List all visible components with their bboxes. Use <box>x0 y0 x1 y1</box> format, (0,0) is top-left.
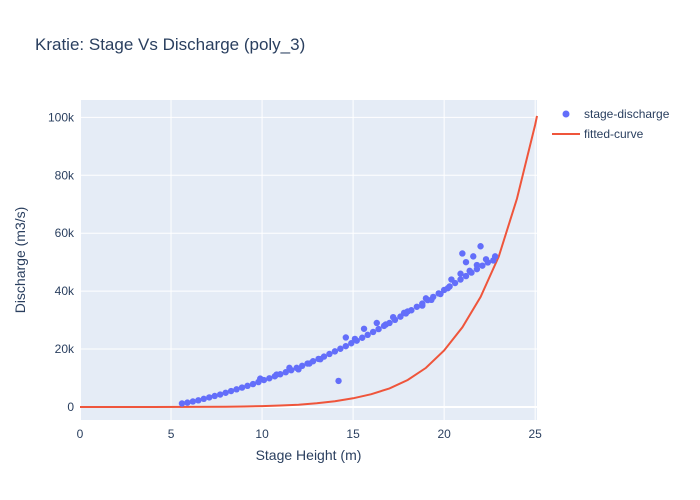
data-point[interactable] <box>491 253 499 260</box>
y-axis-title: Discharge (m3/s) <box>12 207 28 314</box>
legend-label-fitted-curve[interactable]: fitted-curve <box>584 127 644 141</box>
data-point[interactable] <box>211 392 218 400</box>
data-point[interactable] <box>419 302 426 309</box>
data-point[interactable] <box>233 386 240 393</box>
x-tick-label: 0 <box>77 427 84 441</box>
data-point[interactable] <box>317 355 324 363</box>
data-point[interactable] <box>459 250 466 257</box>
data-point[interactable] <box>360 325 368 332</box>
legend[interactable]: stage-discharge fitted-curve <box>552 107 670 141</box>
x-tick-label: 25 <box>528 427 542 441</box>
legend-label-stage-discharge[interactable]: stage-discharge <box>584 107 670 121</box>
data-point[interactable] <box>428 296 435 304</box>
data-point[interactable] <box>466 267 473 275</box>
x-tick-label: 15 <box>346 427 360 441</box>
data-point[interactable] <box>295 366 302 373</box>
data-point[interactable] <box>286 364 293 372</box>
data-point[interactable] <box>178 400 186 407</box>
data-point[interactable] <box>389 313 397 321</box>
data-point[interactable] <box>348 340 355 347</box>
fitted-curve-series <box>80 115 538 408</box>
data-point[interactable] <box>437 290 444 298</box>
data-point[interactable] <box>282 369 289 376</box>
data-point[interactable] <box>326 350 333 358</box>
data-point[interactable] <box>216 391 224 398</box>
legend-marker-stage-discharge <box>562 110 570 118</box>
data-point[interactable] <box>382 321 390 328</box>
data-point[interactable] <box>249 380 257 388</box>
data-point[interactable] <box>337 345 344 352</box>
data-point[interactable] <box>306 360 313 367</box>
x-tick-label: 10 <box>255 427 269 441</box>
data-point[interactable] <box>482 256 490 263</box>
y-tick-label: 20k <box>55 342 75 356</box>
data-point[interactable] <box>266 375 273 382</box>
data-point[interactable] <box>413 303 421 310</box>
x-axis-title: Stage Height (m) <box>256 447 362 463</box>
fitted-curve-line[interactable] <box>80 115 538 408</box>
data-point[interactable] <box>364 331 371 339</box>
y-tick-label: 100k <box>48 110 75 124</box>
data-point[interactable] <box>342 342 350 350</box>
x-axis-ticks: 0 5 10 15 20 25 <box>77 427 543 441</box>
y-tick-label: 40k <box>55 284 75 298</box>
data-point[interactable] <box>222 389 229 396</box>
plot-area <box>80 100 537 420</box>
data-point[interactable] <box>422 295 430 302</box>
data-point[interactable] <box>257 375 264 382</box>
y-tick-label: 60k <box>55 226 75 240</box>
data-point[interactable] <box>335 377 342 385</box>
data-point[interactable] <box>359 334 366 341</box>
data-point[interactable] <box>479 262 486 269</box>
data-point[interactable] <box>244 382 251 390</box>
data-point[interactable] <box>195 397 202 404</box>
data-point[interactable] <box>400 309 408 317</box>
x-tick-label: 20 <box>437 427 451 441</box>
data-point[interactable] <box>227 387 235 395</box>
data-point[interactable] <box>200 395 208 403</box>
data-point[interactable] <box>477 243 484 250</box>
data-point[interactable] <box>457 270 464 277</box>
data-point[interactable] <box>373 319 380 327</box>
chart-title: Kratie: Stage Vs Discharge (poly_3) <box>35 35 305 54</box>
y-tick-label: 80k <box>55 168 75 182</box>
x-tick-label: 5 <box>168 427 175 441</box>
stage-discharge-series <box>178 243 499 407</box>
data-point[interactable] <box>238 384 246 391</box>
data-point[interactable] <box>462 258 470 266</box>
data-point[interactable] <box>462 272 470 280</box>
y-axis-ticks: 0 20k 40k 60k 80k 100k <box>48 110 75 414</box>
data-point[interactable] <box>184 399 191 406</box>
data-point[interactable] <box>375 325 382 333</box>
data-point[interactable] <box>351 335 359 343</box>
y-tick-label: 0 <box>67 400 74 414</box>
data-point[interactable] <box>369 328 377 336</box>
data-point[interactable] <box>448 276 455 283</box>
data-point[interactable] <box>342 334 350 341</box>
data-point[interactable] <box>273 371 280 378</box>
data-point[interactable] <box>331 348 339 355</box>
data-point[interactable] <box>457 276 464 283</box>
data-point[interactable] <box>206 394 213 401</box>
data-point[interactable] <box>189 398 197 405</box>
data-point[interactable] <box>444 285 451 292</box>
data-point[interactable] <box>470 253 477 260</box>
data-point[interactable] <box>473 261 481 269</box>
